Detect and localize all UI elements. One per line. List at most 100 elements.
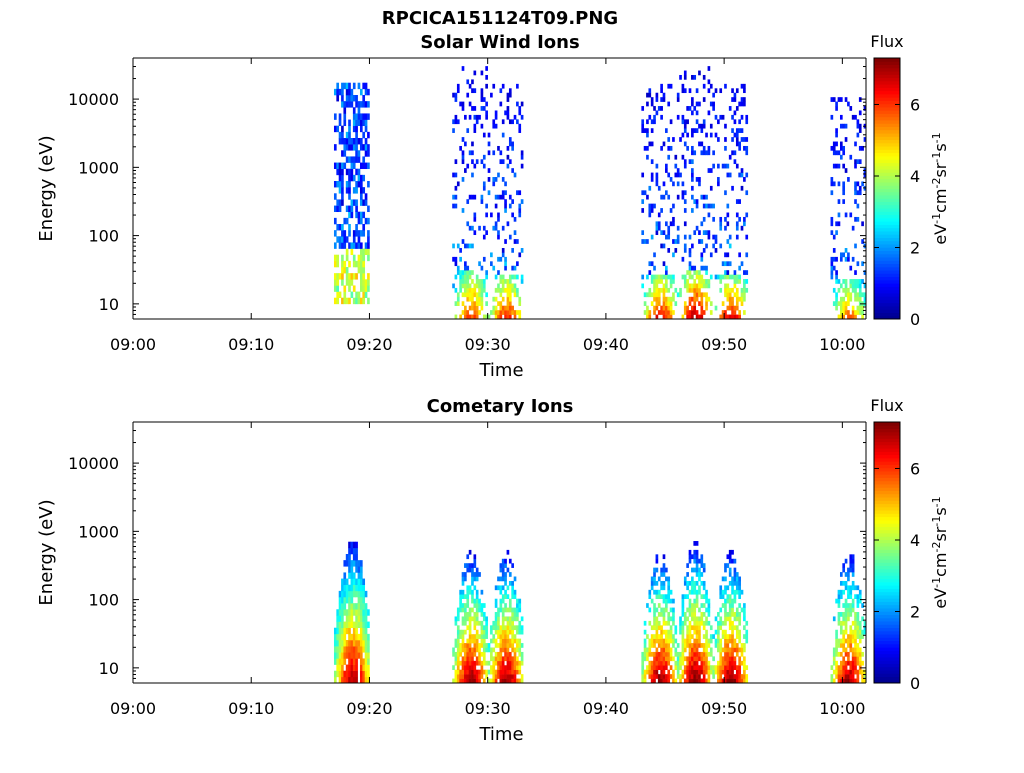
heatmap-cell [851,305,855,311]
heatmap-cell [468,674,472,679]
heatmap-cell [657,225,661,231]
heatmap-cell [504,674,507,679]
heatmap-cell [480,665,484,670]
heatmap-cell [338,652,342,659]
heatmap-cell [863,283,867,289]
heatmap-cell [728,305,732,311]
heatmap-cell [667,310,671,315]
heatmap-cell [352,627,356,635]
heatmap-cell [856,203,860,209]
heatmap-cell [475,634,479,639]
heatmap-cell [728,616,732,622]
heatmap-cell [348,101,351,108]
heatmap-cell [702,625,706,631]
heatmap-cell [702,216,706,222]
heatmap-cell [738,603,741,608]
heatmap-cell [362,640,366,647]
heatmap-cell [466,612,470,617]
heatmap-cell [471,292,474,298]
heatmap-cell [355,119,358,127]
heatmap-cell [665,128,668,133]
heatmap-cell [452,651,455,657]
heatmap-cell [650,208,654,213]
colorbar-segment [874,214,900,219]
heatmap-cell [735,669,739,675]
heatmap-cell [333,285,337,292]
heatmap-cell [490,310,493,315]
heatmap-cell [731,647,734,653]
heatmap-cell [485,620,488,626]
heatmap-cell [709,123,713,129]
heatmap-cell [482,656,486,662]
heatmap-cell [688,634,692,639]
heatmap-cell [352,95,356,102]
heatmap-cell [709,647,713,653]
heatmap-cell [728,656,732,662]
heatmap-cell [336,254,340,262]
heatmap-cell [686,634,689,639]
heatmap-cell [849,106,853,111]
heatmap-cell [686,585,689,591]
heatmap-cell [724,314,727,320]
heatmap-cell [650,660,654,666]
heatmap-cell [508,119,512,125]
heatmap-cell [745,119,749,125]
heatmap-cell [461,292,465,298]
heatmap-cell [653,634,656,639]
heatmap-cell [719,660,723,666]
heatmap-cell [842,589,846,595]
heatmap-cell [691,128,694,133]
heatmap-cell [830,674,834,679]
heatmap-cell [714,665,718,670]
heatmap-cell [513,660,517,666]
heatmap-cell [837,678,841,684]
heatmap-cell [856,643,860,648]
heatmap-cell [851,634,855,639]
heatmap-cell [336,162,340,170]
heatmap-cell [655,616,659,622]
heatmap-cell [499,634,503,639]
heatmap-cell [485,301,488,306]
heatmap-cell [653,567,656,573]
heatmap-cell [709,634,713,639]
heatmap-cell [466,598,470,604]
heatmap-cell [471,305,474,311]
heatmap-cell [362,260,366,268]
heatmap-cell [497,629,500,635]
heatmap-cell [667,616,671,622]
heatmap-cell [471,141,474,147]
colorbar-segment [874,611,900,615]
heatmap-cell [683,665,687,670]
heatmap-cell [738,252,741,258]
heatmap-cell [350,205,354,213]
heatmap-cell [650,119,654,125]
heatmap-cell [341,236,344,243]
heatmap-cell [728,301,732,306]
heatmap-cell [345,131,349,139]
heatmap-cell [341,627,344,635]
heatmap-cell [745,172,749,178]
heatmap-cell [731,558,734,564]
heatmap-cell [728,567,732,573]
heatmap-cell [863,620,867,626]
heatmap-cell [653,678,656,684]
heatmap-cell [473,563,477,568]
heatmap-cell [721,629,725,635]
heatmap-cell [733,576,737,582]
heatmap-cell [504,239,507,244]
heatmap-cell [726,221,730,227]
heatmap-cell [646,154,649,160]
heatmap-cell [497,287,500,293]
heatmap-cell [842,145,846,151]
heatmap-cell [494,616,498,622]
heatmap-cell [667,594,671,600]
heatmap-cell [847,101,850,107]
colorbar-segment [874,444,900,449]
heatmap-cell [494,296,498,302]
heatmap-cell [348,88,351,96]
heatmap-cell [350,646,354,653]
heatmap-cell [518,106,522,111]
heatmap-cell [343,242,347,249]
heatmap-cell [844,638,848,644]
heatmap-cell [726,563,730,568]
